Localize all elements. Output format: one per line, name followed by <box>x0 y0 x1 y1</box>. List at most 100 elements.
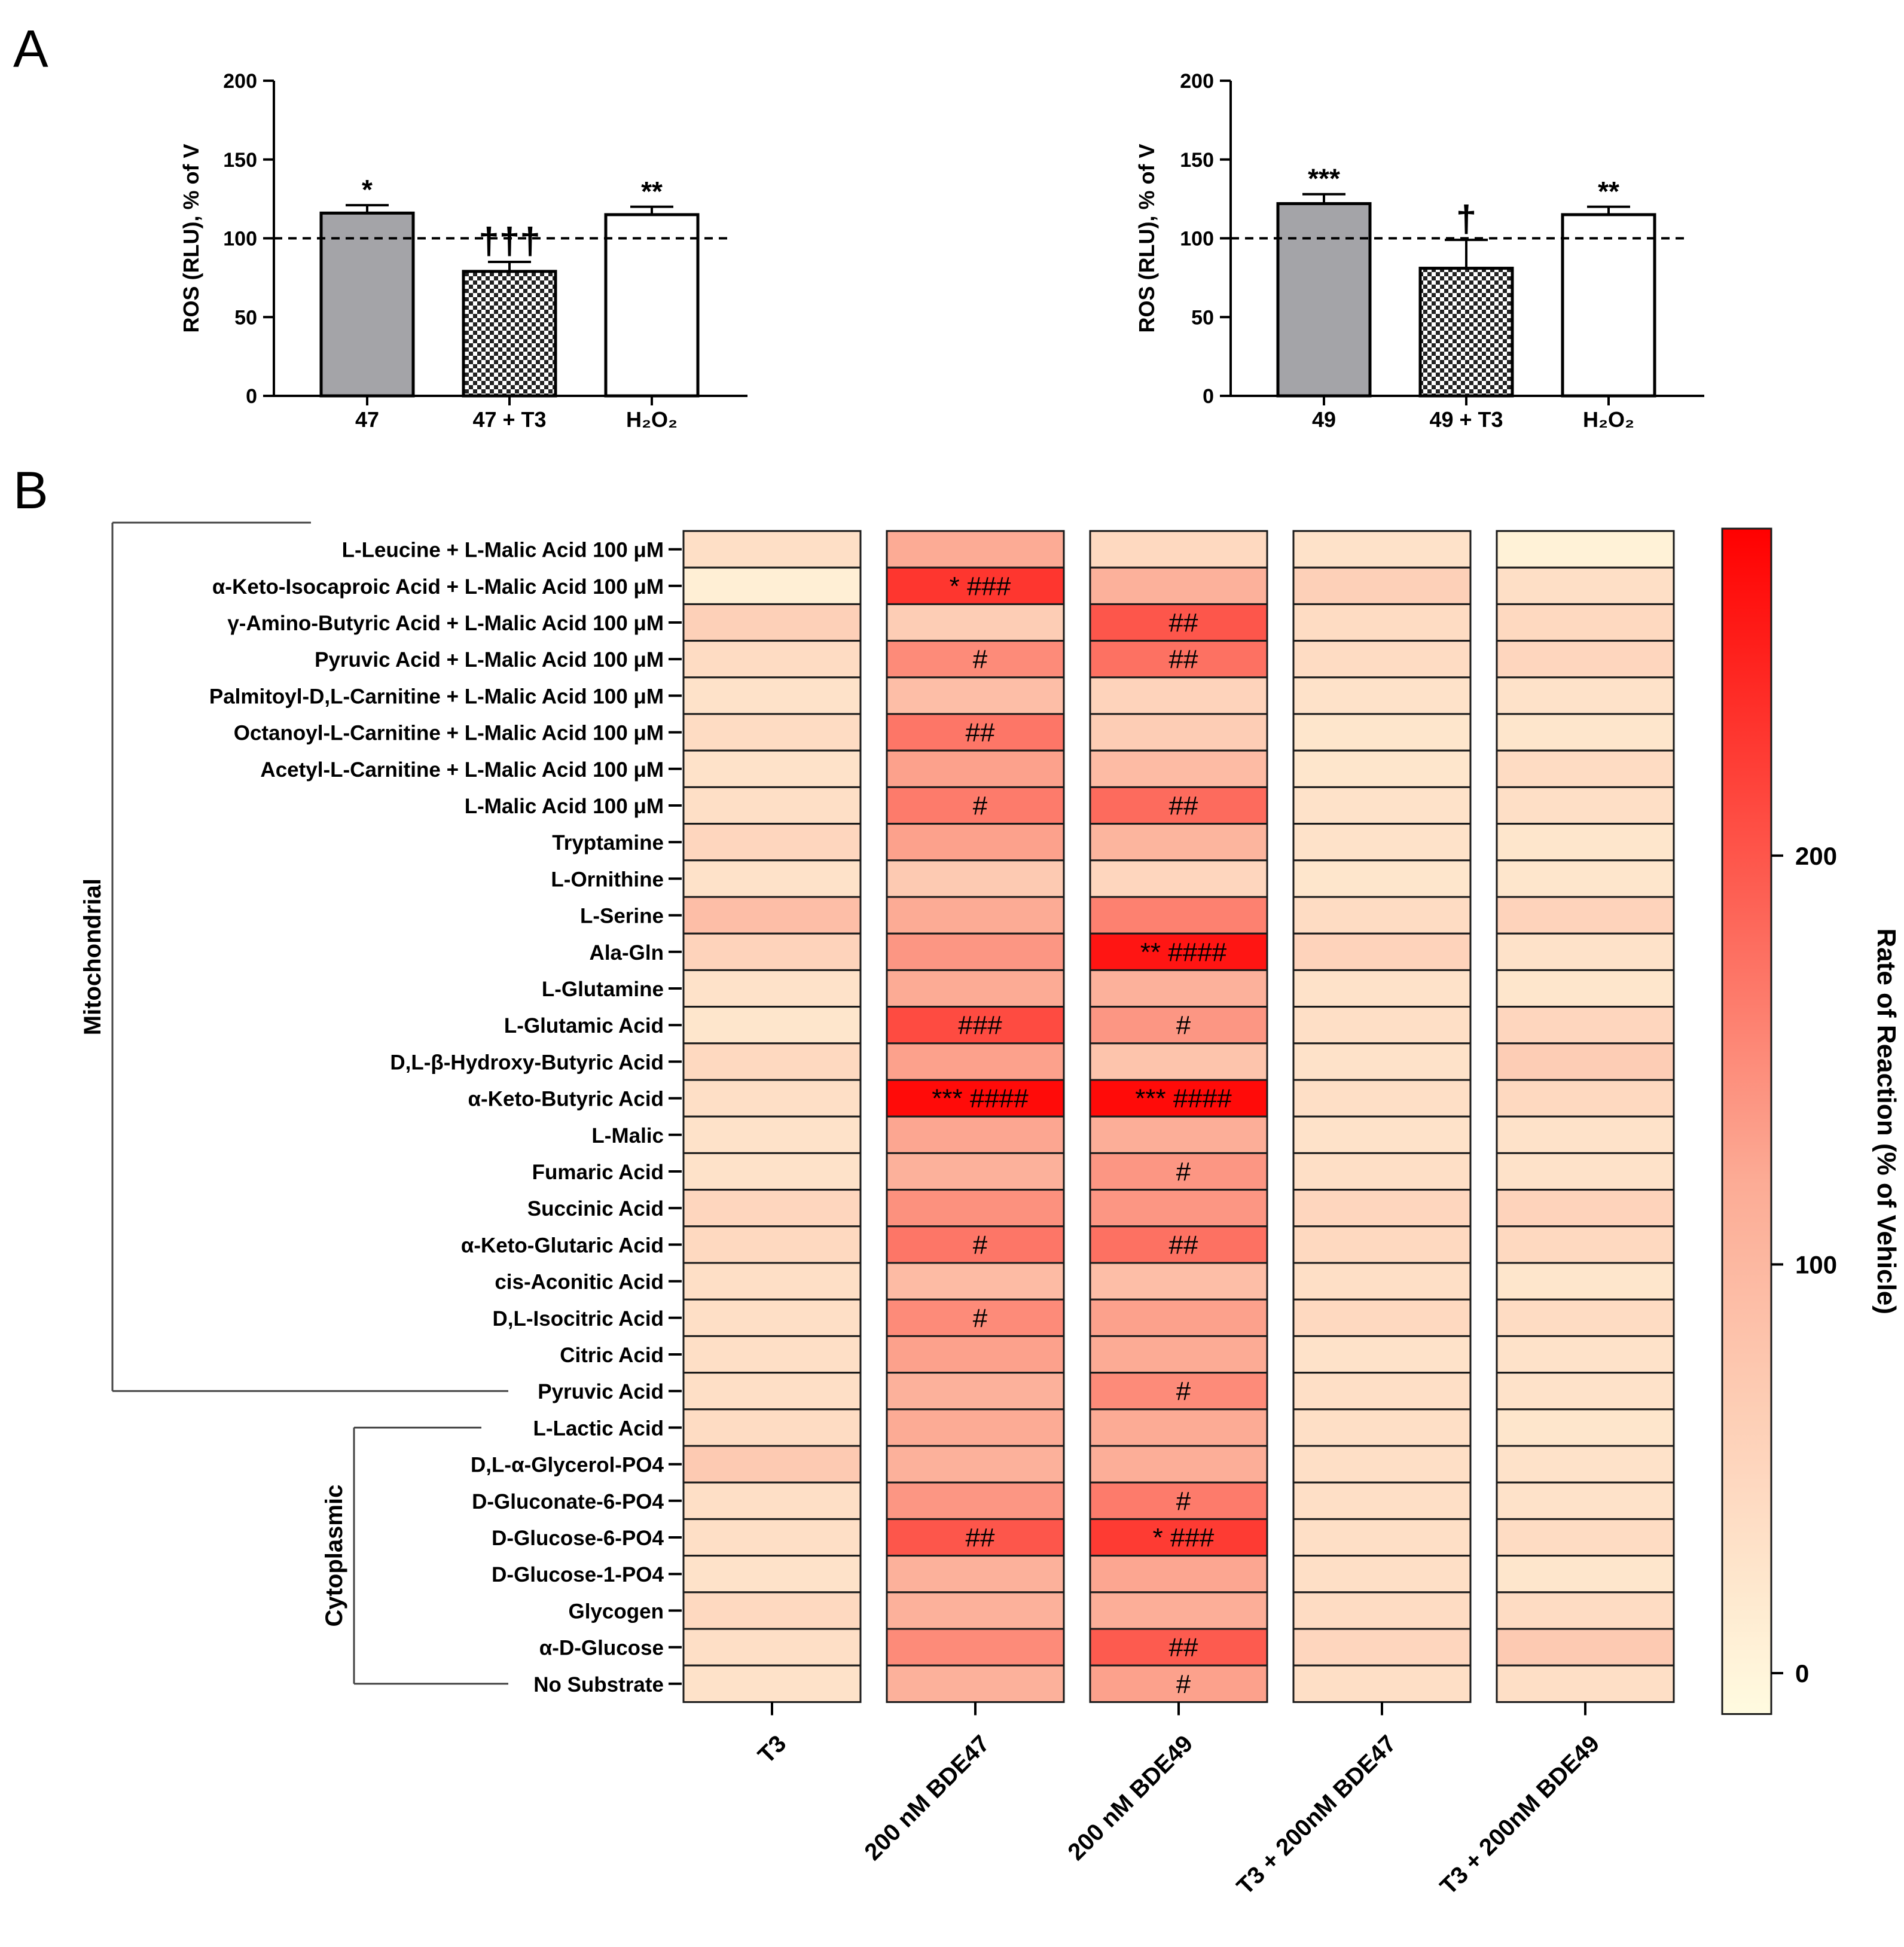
significance-mark: *** #### <box>1135 1084 1232 1113</box>
significance-mark: ** #### <box>1140 938 1227 967</box>
heatmap-cell <box>886 859 1065 898</box>
significance-mark: ## <box>1169 791 1198 820</box>
heatmap-cell <box>886 1481 1065 1520</box>
colorbar <box>1721 527 1772 1715</box>
significance-mark: # <box>973 1304 988 1333</box>
significance-mark: ## <box>1169 608 1198 637</box>
heatmap-cell <box>1292 749 1472 788</box>
row-label: Ala-Gln <box>590 941 664 965</box>
panel-b-label: B <box>13 460 48 520</box>
significance-mark: ## <box>1169 1230 1198 1259</box>
heatmap-cell <box>682 1225 862 1264</box>
heatmap-cell <box>1496 1555 1675 1594</box>
heatmap-cell <box>682 1115 862 1154</box>
significance-mark: # <box>1176 1157 1191 1186</box>
bar-chart-bde49: 0 50 100 150 200 ROS (RLU), % of V 49 *** 49 + T… <box>1134 70 1704 432</box>
x-tick-label: H₂O₂ <box>626 407 678 432</box>
heatmap-cell <box>886 676 1065 715</box>
heatmap-cell <box>682 1481 862 1520</box>
significance-mark: * ### <box>950 572 1011 601</box>
heatmap-cell <box>1089 1335 1268 1374</box>
heatmap-cell <box>1292 1481 1472 1520</box>
heatmap-cell <box>1496 1481 1675 1520</box>
heatmap-cell <box>1089 969 1268 1008</box>
colorbar-tick-label: 0 <box>1795 1659 1809 1687</box>
heatmap-cell <box>1089 1408 1268 1447</box>
row-label: Succinic Acid <box>527 1197 664 1220</box>
heatmap-cell <box>1496 1298 1675 1337</box>
heatmap-cell <box>886 1189 1065 1228</box>
row-label: L-Malic <box>591 1124 664 1148</box>
significance-mark: ## <box>1169 1633 1198 1662</box>
bar <box>319 211 415 398</box>
heatmap-cell <box>1496 1664 1675 1703</box>
significance-label: * <box>362 174 373 205</box>
heatmap-cell <box>682 603 862 642</box>
heatmap-cell <box>1496 859 1675 898</box>
significance-label: † <box>1456 199 1476 240</box>
heatmap-cell <box>1496 896 1675 935</box>
significance-mark: ## <box>966 718 995 747</box>
heatmap-cell <box>682 1079 862 1118</box>
heatmap-cell <box>886 1298 1065 1337</box>
bar <box>1561 213 1656 398</box>
heatmap-cell <box>1292 640 1472 679</box>
heatmap-cell <box>1292 713 1472 752</box>
significance-label: ††† <box>478 221 540 262</box>
row-label: L-Glutamic Acid <box>504 1014 664 1037</box>
heatmap-cell <box>1496 1189 1675 1228</box>
significance-label: *** <box>1308 163 1340 194</box>
row-label: D,L-Isocitric Acid <box>492 1307 664 1330</box>
heatmap-cell <box>886 786 1065 825</box>
heatmap-cell <box>1292 859 1472 898</box>
heatmap-cell <box>1496 1152 1675 1191</box>
colorbar-label: Rate of Reaction (% of Vehicle) <box>1872 928 1901 1314</box>
heatmap-cell <box>1089 1152 1268 1191</box>
heatmap-cell <box>1089 1372 1268 1411</box>
heatmap-cell <box>1292 1262 1472 1301</box>
column-label: T3 <box>753 1731 791 1769</box>
row-label: Glycogen <box>569 1600 664 1623</box>
heatmap-cell <box>1292 603 1472 642</box>
heatmap-cell <box>886 1115 1065 1154</box>
heatmap-cell <box>1089 1481 1268 1520</box>
row-label: cis-Aconitic Acid <box>495 1271 664 1294</box>
bar <box>604 213 700 398</box>
heatmap-cell <box>1089 566 1268 605</box>
row-label: α-Keto-Isocaproic Acid + L-Malic Acid 10… <box>212 575 664 599</box>
row-label: L-Leucine + L-Malic Acid 100 μM <box>342 539 664 562</box>
significance-mark: # <box>1176 1011 1191 1040</box>
y-tick-label: 0 <box>1203 385 1214 408</box>
heatmap-cell <box>1089 786 1268 825</box>
heatmap-cell <box>1089 1006 1268 1045</box>
heatmap-cell <box>1089 1298 1268 1337</box>
heatmap-cell <box>1089 1189 1268 1228</box>
heatmap-cell <box>1089 1555 1268 1594</box>
row-label: α-Keto-Butyric Acid <box>468 1088 664 1111</box>
heatmap-cell <box>682 1664 862 1703</box>
row-label: α-Keto-Glutaric Acid <box>461 1234 664 1257</box>
y-axis-label: ROS (RLU), % of V <box>179 144 203 333</box>
x-tick-label: H₂O₂ <box>1583 407 1634 432</box>
heatmap-cell <box>1089 896 1268 935</box>
heatmap-cell <box>886 603 1065 642</box>
heatmap-cell <box>1496 823 1675 862</box>
heatmap-cell <box>1292 1042 1472 1081</box>
significance-label: ** <box>641 176 663 207</box>
row-label: D-Gluconate-6-PO4 <box>472 1490 664 1513</box>
heatmap-cell <box>1292 1225 1472 1264</box>
heatmap-cell <box>1496 1372 1675 1411</box>
heatmap-cell <box>682 1042 862 1081</box>
heatmap-cell <box>1292 1006 1472 1045</box>
row-label: Pyruvic Acid <box>538 1380 664 1403</box>
heatmap-cell <box>682 713 862 752</box>
heatmap-cell <box>1496 969 1675 1008</box>
heatmap-cell <box>682 969 862 1008</box>
row-label: Fumaric Acid <box>532 1161 664 1184</box>
heatmap-cell <box>1089 859 1268 898</box>
heatmap-cell <box>886 749 1065 788</box>
heatmap-cell <box>1292 969 1472 1008</box>
significance-mark: # <box>1176 1670 1191 1699</box>
y-tick-label: 200 <box>1180 70 1214 93</box>
significance-label: ** <box>1598 176 1619 207</box>
